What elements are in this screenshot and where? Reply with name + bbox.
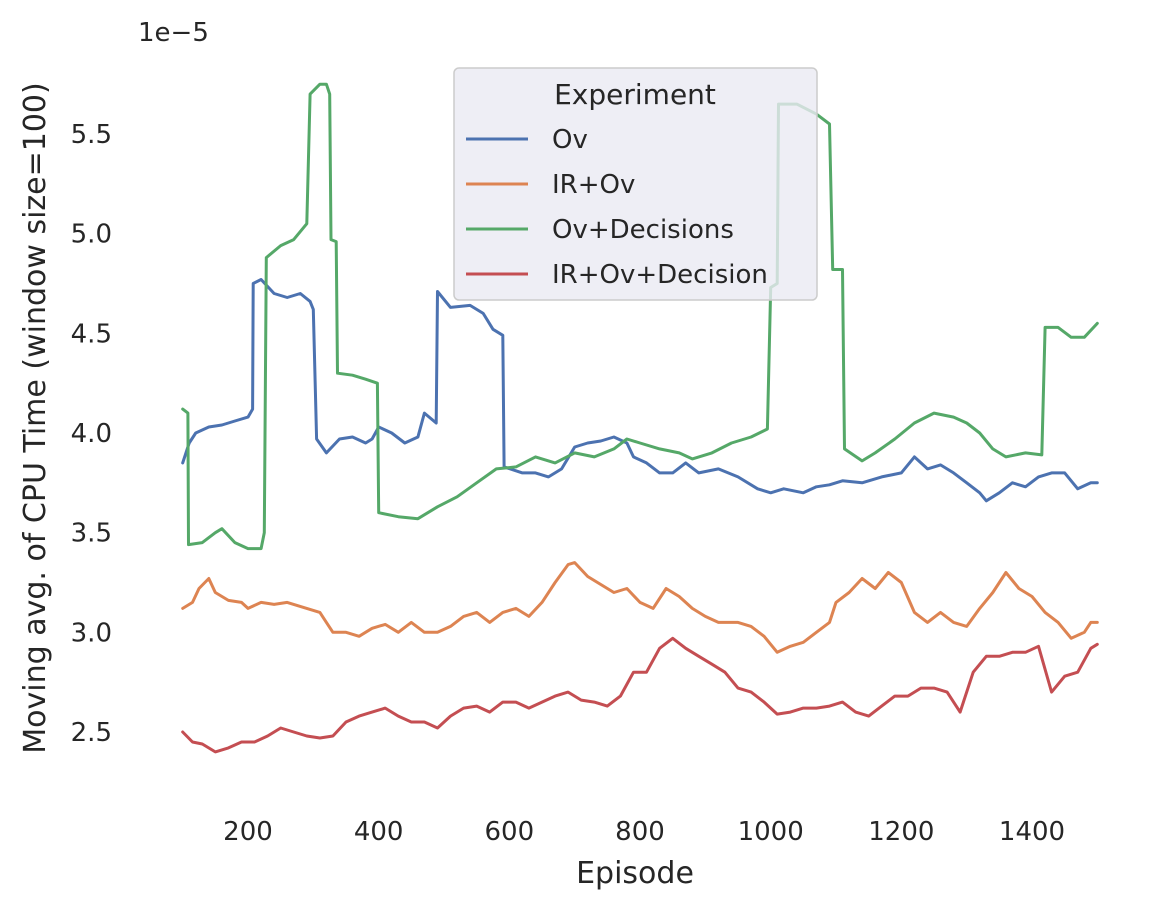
y-tick-label: 5.0	[71, 220, 112, 250]
y-tick-label: 3.0	[71, 618, 112, 648]
series-line-ir-ov	[181, 561, 1099, 654]
series-line-ir-ov-decision	[181, 636, 1099, 754]
x-axis-label: Episode	[576, 856, 694, 891]
x-tick-label: 800	[615, 817, 665, 847]
x-tick-label: 600	[485, 817, 535, 847]
x-tick-label: 1200	[868, 817, 934, 847]
y-tick-label: 3.5	[71, 519, 112, 549]
x-axis-ticks: 200 400 600 800 1000 1200 1400	[223, 817, 1065, 847]
legend-title: Experiment	[554, 78, 716, 111]
series-lines	[181, 82, 1099, 754]
y-tick-label: 4.0	[71, 419, 112, 449]
series-line-ov-decisions	[181, 82, 1099, 551]
y-tick-label: 4.5	[71, 319, 112, 349]
legend: Experiment Ov IR+Ov Ov+Decisions IR+Ov+Deci…	[453, 67, 818, 301]
x-tick-label: 1000	[738, 817, 804, 847]
legend-label: Ov+Decisions	[552, 215, 734, 245]
x-tick-label: 200	[223, 817, 273, 847]
y-tick-label: 2.5	[71, 718, 112, 748]
series-line-ov	[181, 278, 1099, 503]
y-axis-label: Moving avg. of CPU Time (window size=100…	[18, 82, 53, 753]
y-offset-label: 1e−5	[138, 18, 209, 48]
x-tick-label: 1400	[999, 817, 1065, 847]
y-tick-label: 5.5	[71, 120, 112, 150]
legend-label: IR+Ov+Decision	[552, 260, 768, 290]
legend-entries: Ov IR+Ov Ov+Decisions IR+Ov+Decision	[466, 125, 768, 290]
x-tick-label: 400	[354, 817, 404, 847]
y-axis-ticks: 2.5 3.0 3.5 4.0 4.5 5.0 5.5	[71, 120, 112, 748]
legend-box	[453, 67, 818, 301]
legend-label: Ov	[552, 125, 588, 155]
legend-label: IR+Ov	[552, 170, 635, 200]
